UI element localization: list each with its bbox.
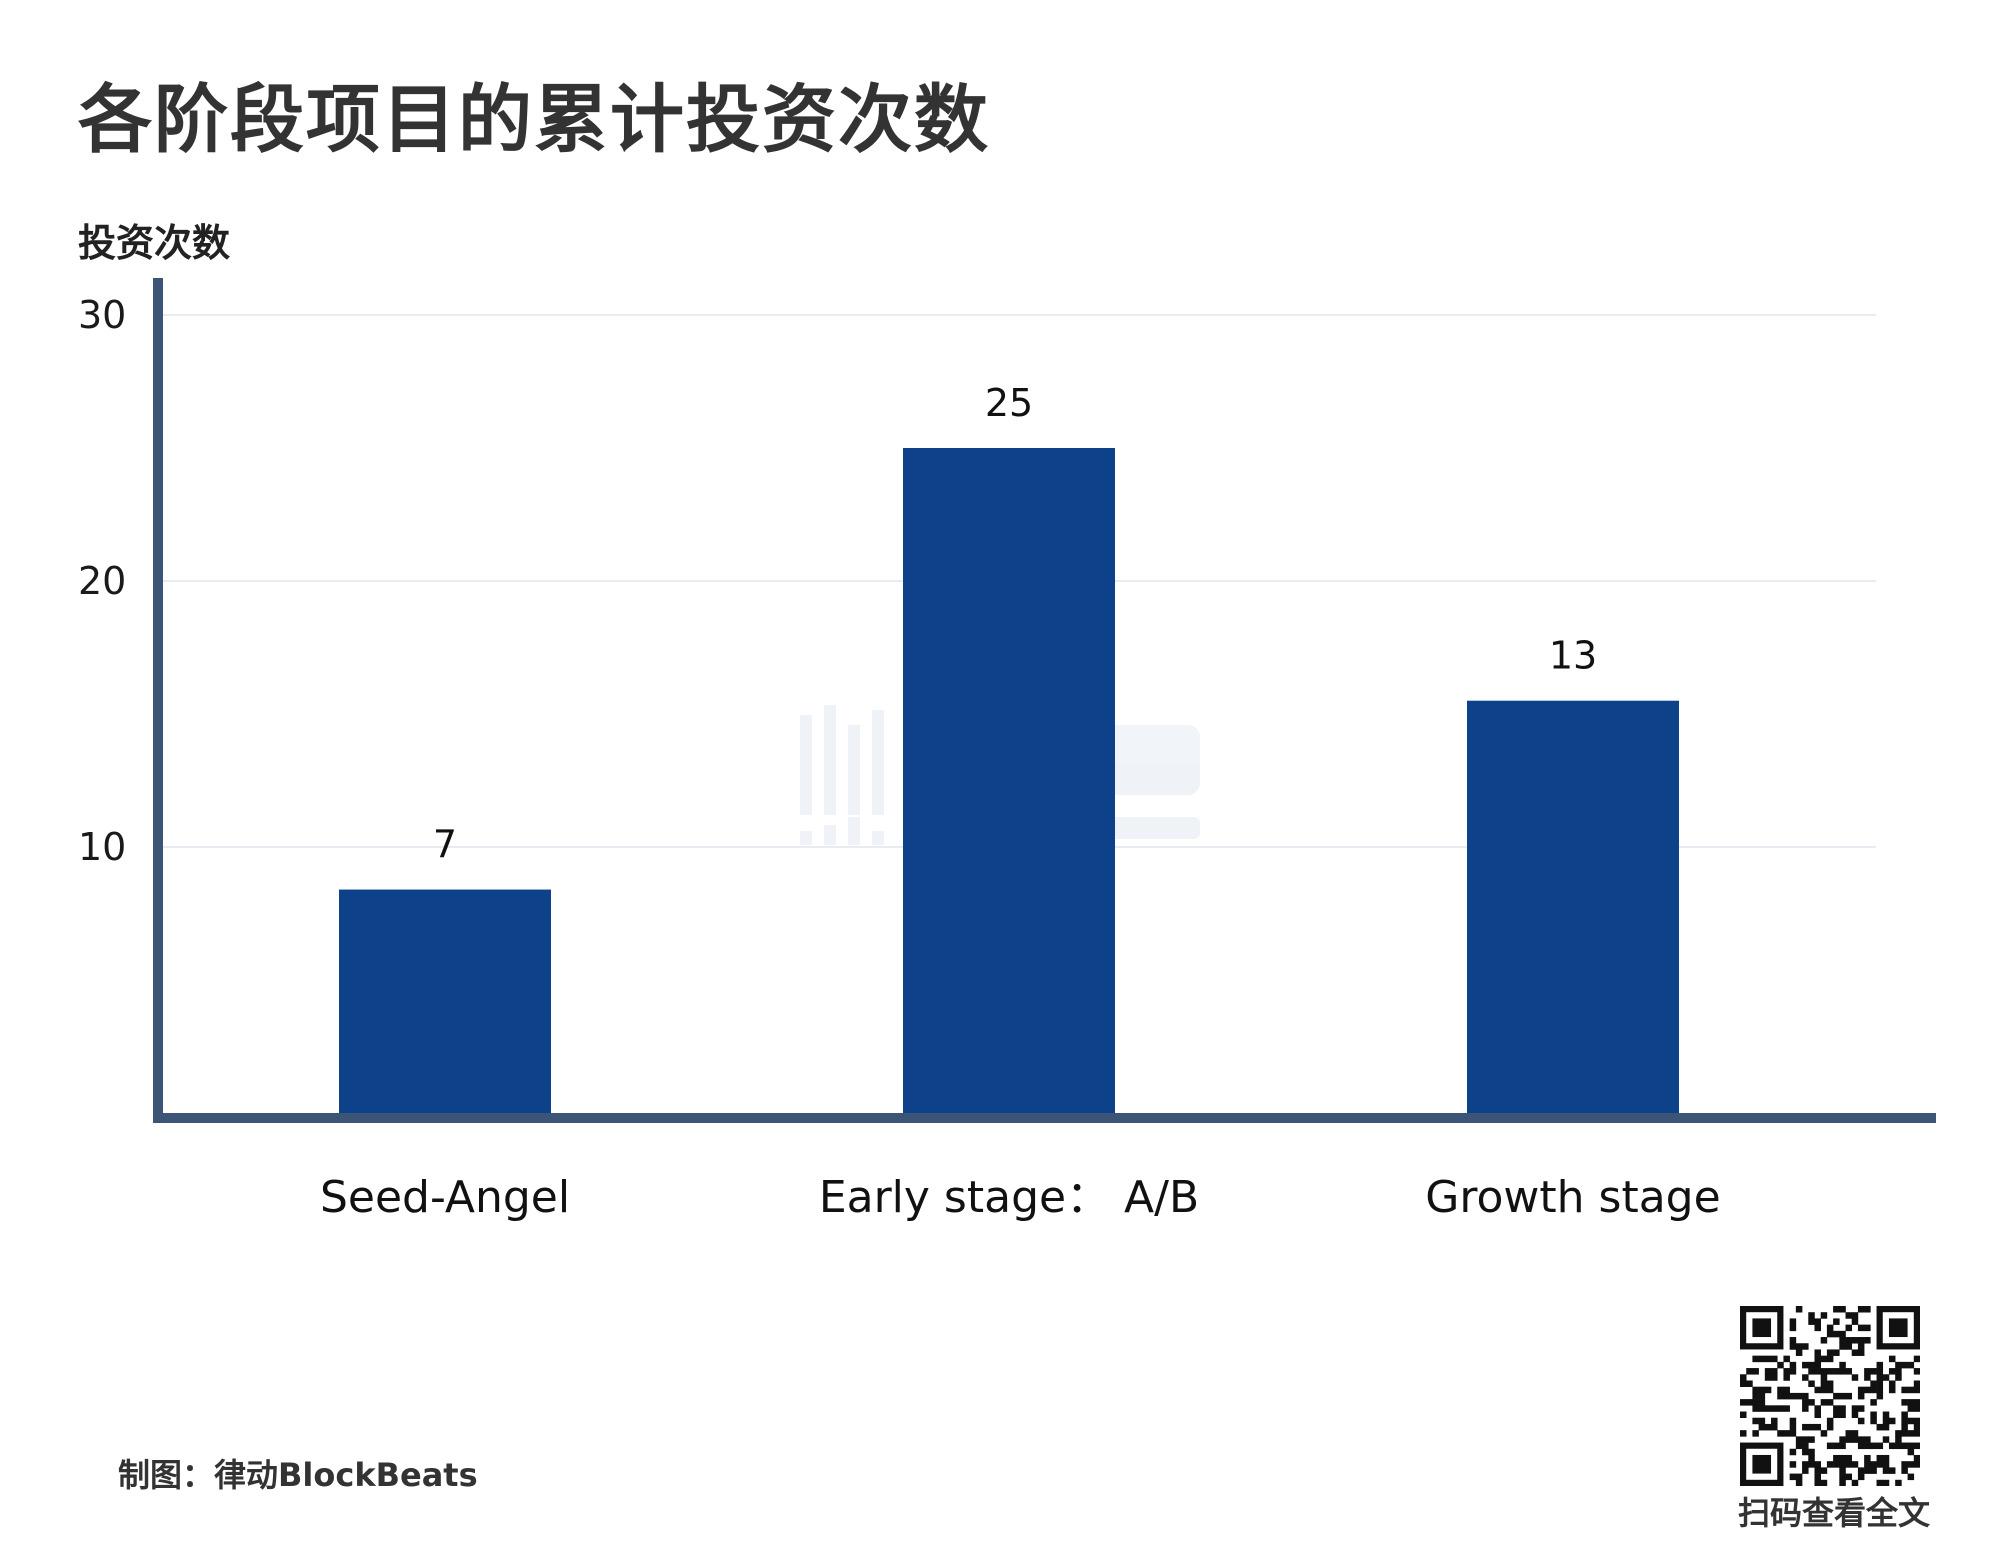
data-labels: 7 25 13 <box>433 381 1597 867</box>
x-tick-label: Seed-Angel <box>320 1172 570 1223</box>
bars <box>339 448 1679 1113</box>
qr-code-icon <box>1740 1306 1920 1486</box>
bar <box>1467 700 1679 1113</box>
x-tick-label: Early stage： A/B <box>819 1172 1199 1223</box>
qr-caption: 扫码查看全文 <box>1737 1494 1930 1532</box>
axes <box>153 278 1936 1123</box>
data-label: 13 <box>1549 634 1597 678</box>
page-title: 各阶段项目的累计投资次数 <box>78 77 990 163</box>
chart-credit: 制图：律动BlockBeats <box>118 1456 478 1494</box>
x-axis-line <box>153 1113 1936 1123</box>
bar <box>903 448 1115 1113</box>
data-label: 25 <box>985 381 1033 425</box>
y-tick-label: 10 <box>78 825 126 869</box>
x-tick-labels: Seed-Angel Early stage： A/B Growth stage <box>320 1172 1721 1223</box>
y-axis-line <box>153 278 163 1123</box>
data-label: 7 <box>433 823 457 867</box>
y-axis-label: 投资次数 <box>78 221 231 265</box>
y-tick-label: 20 <box>78 559 126 603</box>
y-tick-label: 30 <box>78 293 126 337</box>
bar <box>339 889 551 1113</box>
x-tick-label: Growth stage <box>1425 1172 1720 1223</box>
y-tick-labels: 10 20 30 <box>78 293 126 869</box>
